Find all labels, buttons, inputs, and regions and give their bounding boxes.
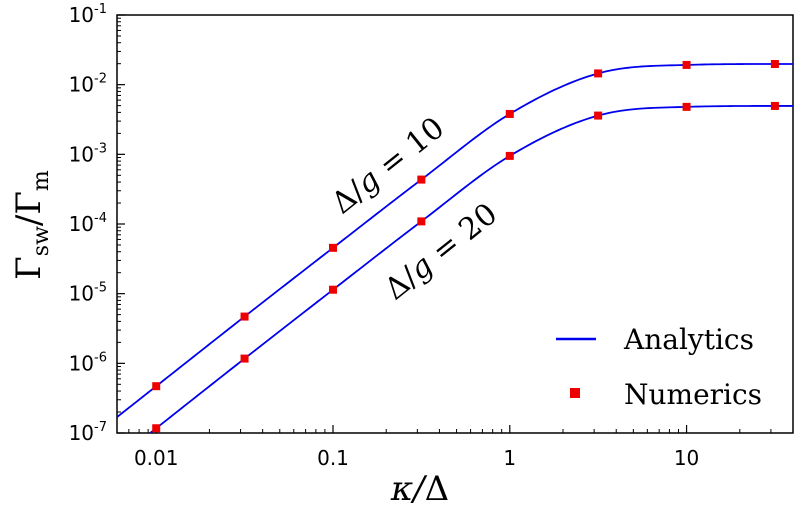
numerics-marker [152,382,161,391]
x-axis-ticks: 0.01 0.1 1 10 [116,425,794,470]
x-tick-label: 1 [503,446,516,470]
y-tick-label: 10-3 [69,141,107,166]
x-tick-label: 0.1 [317,446,349,470]
numerics-marker [240,312,249,321]
analytics-curve-1 [148,105,793,433]
y-tick-label: 10-5 [69,281,107,306]
x-tick-label: 0.01 [134,446,179,470]
y-axis-ticks: 10-7 10-6 10-5 10-4 10-3 10-2 10-1 [69,2,125,445]
legend-marker-swatch [570,388,580,398]
y-tick-label: 10-4 [69,211,107,236]
analytics-curve-0 [117,63,793,418]
numerics-marker [329,285,337,294]
series-layer [117,60,793,433]
numerics-marker [594,111,603,120]
x-tick-label: 10 [674,446,699,470]
numerics-marker [505,151,514,160]
y-tick-label: 10-6 [69,350,107,375]
numerics-marker [594,69,603,78]
numerics-marker [682,102,691,111]
annotation-delta-g-20: Δ/g = 20 [378,197,504,308]
numerics-marker [682,60,691,69]
numerics-marker [240,354,249,363]
y-tick-label: 10-2 [69,72,107,97]
numerics-marker [152,424,161,433]
numerics-marker [505,109,514,118]
numerics-marker [417,175,426,184]
numerics-marker [770,60,779,68]
legend-label-analytics: Analytics [623,323,754,356]
y-tick-label: 10-7 [69,420,107,445]
y-axis-label: Γsw/Γm [9,170,54,280]
numerics-marker [329,243,337,252]
legend-label-numerics: Numerics [624,378,762,411]
numerics-marker [770,101,779,110]
x-axis-label: κ/Δ [390,469,449,509]
y-tick-label: 10-1 [69,2,107,27]
legend: Analytics Numerics [556,323,762,411]
numerics-marker [417,217,426,226]
